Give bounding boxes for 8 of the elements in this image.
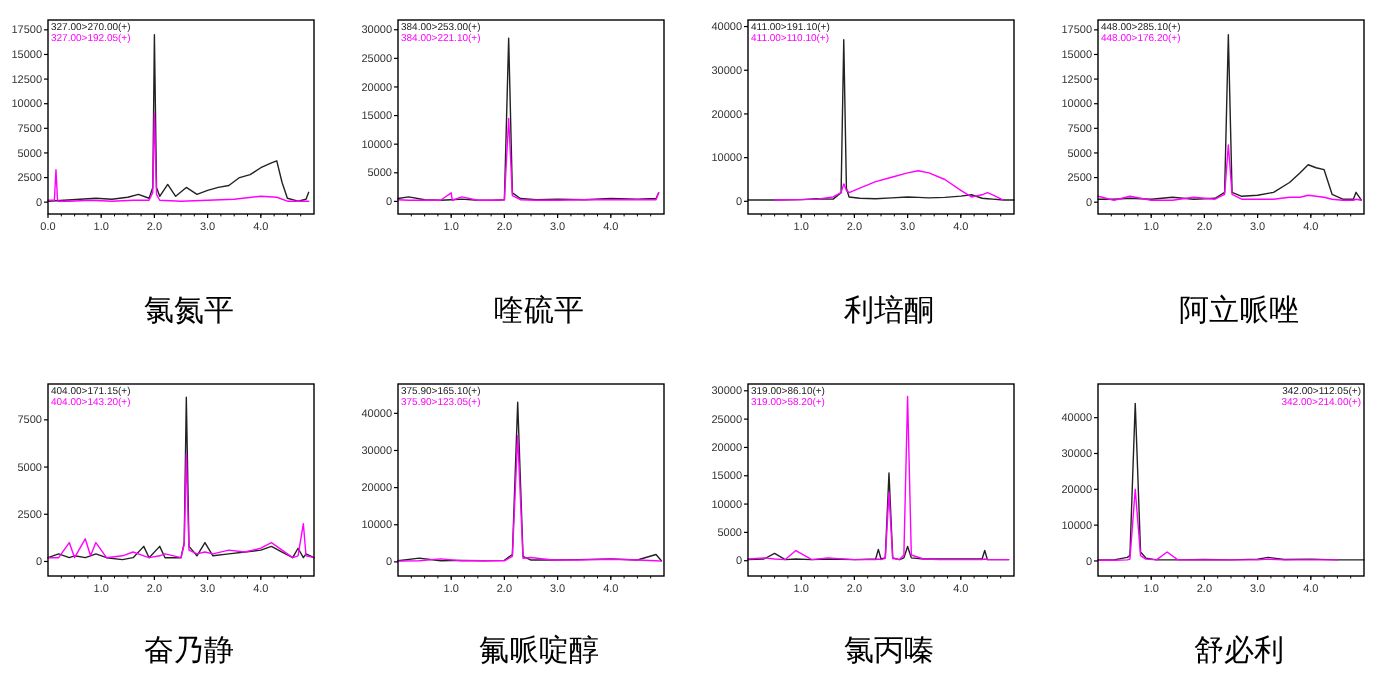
text: 喹硫平 <box>494 294 584 328</box>
text: 氯氮平 <box>144 294 234 328</box>
text: 舒必利 <box>1194 634 1284 668</box>
text: 利培酮 <box>844 294 934 328</box>
text: 阿立哌唑 <box>1179 294 1299 328</box>
text: 奋乃静 <box>144 634 234 668</box>
text: 氟哌啶醇 <box>479 634 599 668</box>
text: 氯丙嗪 <box>844 634 934 668</box>
